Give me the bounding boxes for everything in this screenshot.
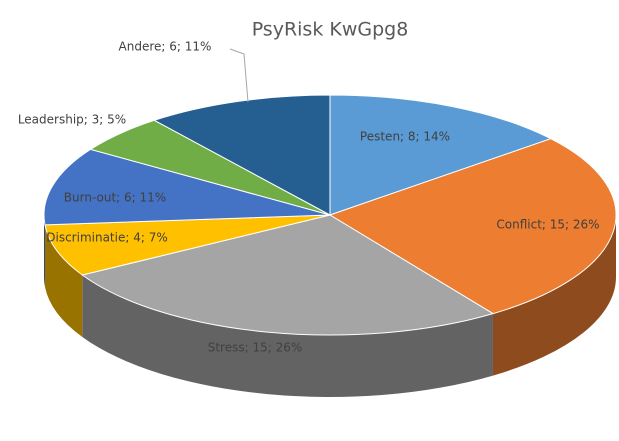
pie-slice (44, 214, 331, 276)
data-label: Andere; 6; 11% (119, 40, 212, 54)
pie-side (82, 275, 493, 398)
data-label: Stress; 15; 26% (208, 341, 303, 355)
data-label: Pesten; 8; 14% (360, 130, 450, 144)
chart-title: PsyRisk KwGpg8 (252, 19, 409, 41)
leader-line (229, 48, 249, 103)
pie-slice (329, 94, 553, 216)
pie-slice (328, 138, 617, 315)
pie-slice (153, 94, 331, 216)
data-label: Discriminatie; 4; 7% (46, 231, 167, 245)
data-label: Burn-out; 6; 11% (64, 191, 166, 205)
pie-slice (81, 214, 495, 336)
pie-slice (43, 148, 331, 226)
pie-side (492, 215, 616, 376)
data-label: Leadership; 3; 5% (18, 113, 126, 127)
pie-side (44, 215, 45, 287)
data-label: Conflict; 15; 26% (496, 218, 599, 232)
pie-side (44, 224, 83, 337)
